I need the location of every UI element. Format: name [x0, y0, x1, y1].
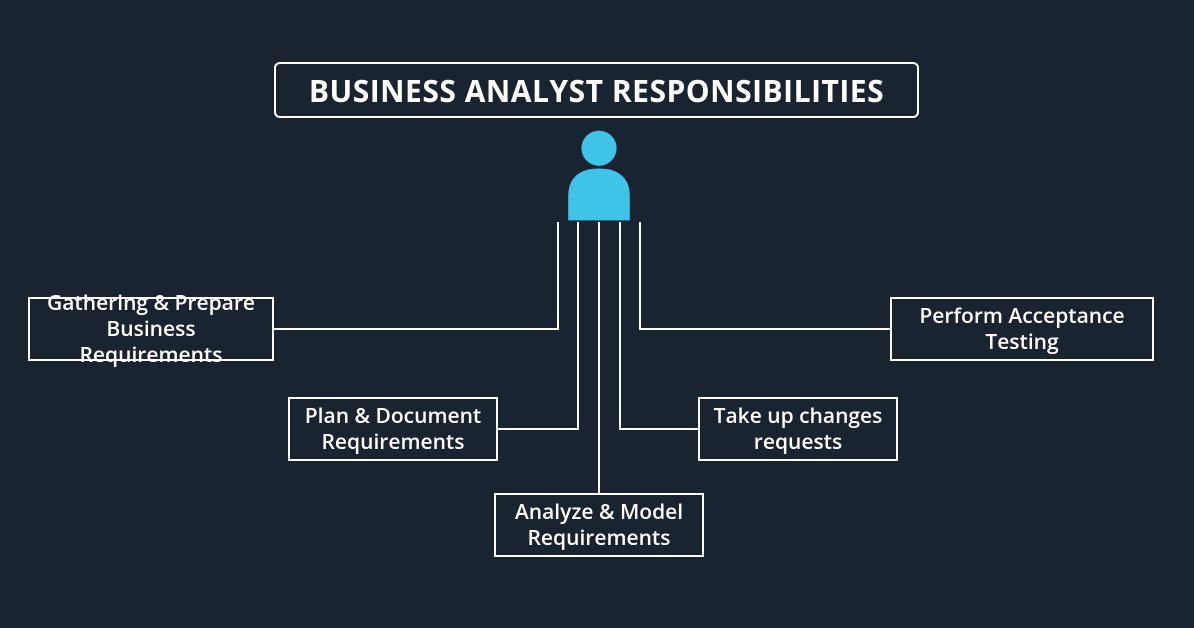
node-take-up-changes: Take up changes requests: [698, 397, 898, 461]
person-icon: [555, 122, 643, 227]
node-gathering-prepare: Gathering & Prepare Business Requirement…: [28, 297, 274, 361]
node-perform-acceptance: Perform Acceptance Testing: [890, 297, 1154, 361]
diagram-title: BUSINESS ANALYST RESPONSIBILITIES: [274, 62, 919, 118]
node-analyze-model: Analyze & Model Requirements: [494, 493, 704, 557]
node-plan-document: Plan & Document Requirements: [288, 397, 498, 461]
